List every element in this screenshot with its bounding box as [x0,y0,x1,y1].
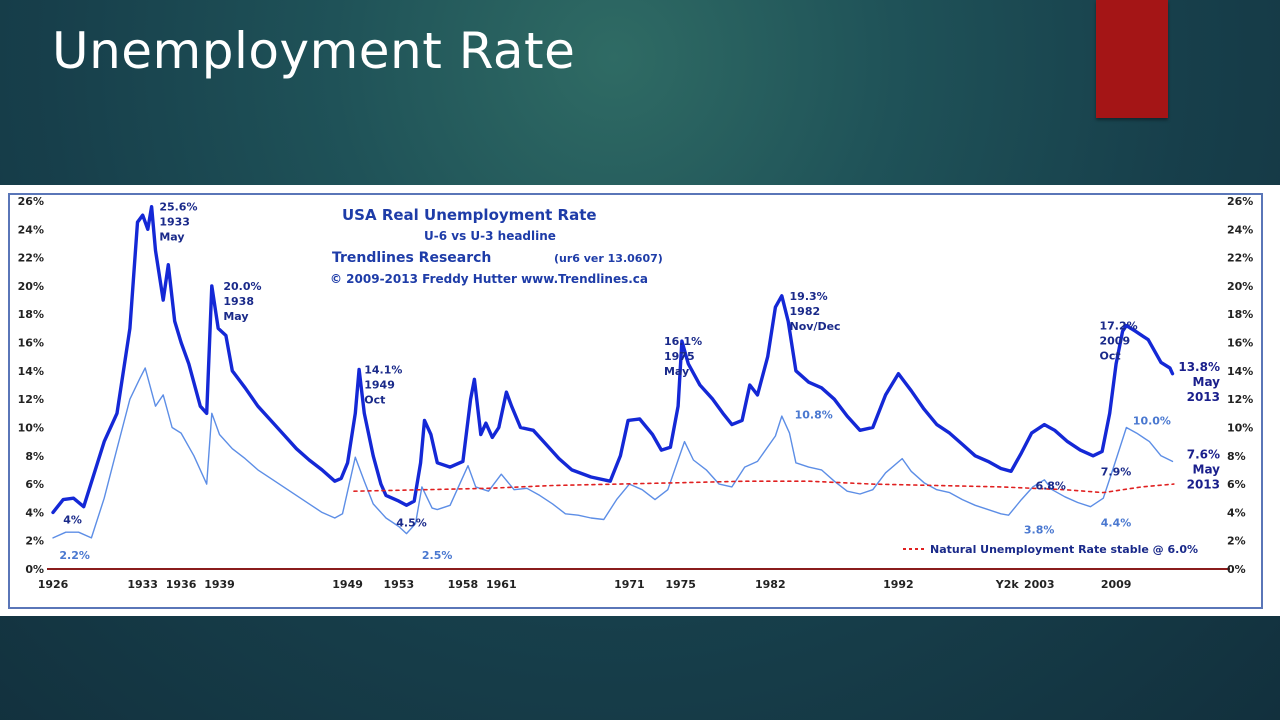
data-annotation: 7.9% [1101,465,1132,478]
data-annotation: Oct [1099,350,1120,363]
data-annotation: 2009 [1099,335,1130,348]
data-annotation: 1933 [159,216,190,229]
data-annotation: 4.5% [396,516,427,529]
y-tick-label-left: 20% [18,280,44,293]
x-tick-label: 1992 [883,578,914,591]
y-tick-label-left: 8% [25,450,44,463]
y-tick-label-left: 22% [18,252,44,265]
y-tick-label-left: 18% [18,308,44,321]
x-tick-label: 2003 [1024,578,1055,591]
end-value-label: May [1193,375,1221,389]
x-tick-label: 1971 [614,578,645,591]
y-tick-label-left: 24% [18,223,44,236]
y-tick-label-left: 14% [18,365,44,378]
x-tick-label: 2009 [1101,578,1132,591]
annotation-layer: 25.6% 1933 May 20.0% 1938 May 14.1% 1949 Oct 16.1… [59,201,1220,562]
series-line-u-3 [52,367,1174,539]
data-annotation: 10.0% [1133,414,1171,427]
x-tick-label: 1949 [332,578,363,591]
series-line-natural [353,480,1175,494]
y-tick-label-right: 0% [1227,563,1246,576]
legend-label: Natural Unemployment Rate stable @ 6.0% [930,543,1198,556]
data-annotation: May [664,365,689,378]
x-tick-label: Y2k [995,578,1020,591]
y-tick-label-right: 8% [1227,450,1246,463]
y-tick-label-left: 0% [25,563,44,576]
data-annotation: 2.2% [59,549,90,562]
x-tick-label: 1975 [665,578,696,591]
x-tick-label: 1982 [755,578,786,591]
series-layer [51,205,1175,539]
x-tick-label: 1926 [38,578,69,591]
chart-title: USA Real Unemployment Rate [342,206,597,224]
data-annotation: 16.1% [664,335,702,348]
y-tick-label-right: 6% [1227,478,1246,491]
chart-title-block: USA Real Unemployment Rate U-6 vs U-3 he… [330,206,663,286]
chart-panel: 0% 0% 2% 2% 4% 4% 6% 6% 8% 8% 10% 10% 12% 12% 14% 14% 16… [8,193,1263,609]
data-annotation: Nov/Dec [790,320,841,333]
data-annotation: 6.8% [1035,479,1066,492]
data-annotation: 17.2% [1099,320,1137,333]
end-value-label: 2013 [1187,478,1220,492]
credit-line-1: Trendlines Research [332,250,491,266]
data-annotation: 10.8% [795,409,833,422]
x-tick-label: 1936 [166,578,197,591]
x-tick-label: 1939 [204,578,235,591]
y-tick-label-left: 26% [18,195,44,208]
y-tick-label-left: 10% [18,421,44,434]
series-line-u-6 [51,205,1175,515]
x-tick-label: 1958 [448,578,479,591]
y-tick-label-left: 2% [25,535,44,548]
y-tick-label-right: 12% [1227,393,1253,406]
data-annotation: Oct [364,393,385,406]
slide-title: Unemployment Rate [52,22,576,80]
data-annotation: 1938 [223,295,254,308]
chart-subtitle: U-6 vs U-3 headline [424,229,556,243]
end-value-label: 2013 [1187,390,1220,404]
y-tick-label-left: 12% [18,393,44,406]
accent-bar [1096,0,1168,118]
y-tick-label-left: 4% [25,506,44,519]
axes-layer: 0% 0% 2% 2% 4% 4% 6% 6% 8% 8% 10% 10% 12% 12% 14% 14% 16… [18,195,1254,591]
y-tick-label-right: 24% [1227,223,1253,236]
y-tick-label-right: 2% [1227,535,1246,548]
data-annotation: 3.8% [1024,523,1055,536]
data-annotation: 1982 [790,305,821,318]
x-tick-label: 1933 [127,578,158,591]
data-annotation: 14.1% [364,363,402,376]
x-tick-label: 1953 [384,578,415,591]
data-annotation: 4% [63,513,82,526]
credit-version: (ur6 ver 13.0607) [554,252,663,265]
chart-frame: 0% 0% 2% 2% 4% 4% 6% 6% 8% 8% 10% 10% 12% 12% 14% 14% 16… [0,185,1280,616]
data-annotation: 1975 [664,350,695,363]
data-annotation: 2.5% [422,549,453,562]
y-tick-label-left: 16% [18,337,44,350]
end-value-label: May [1193,463,1221,477]
y-tick-label-right: 14% [1227,365,1253,378]
y-tick-label-left: 6% [25,478,44,491]
data-annotation: May [223,310,248,323]
data-annotation: 19.3% [790,290,828,303]
y-tick-label-right: 16% [1227,337,1253,350]
y-tick-label-right: 26% [1227,195,1253,208]
end-value-label: 13.8% [1178,360,1220,374]
y-tick-label-right: 10% [1227,421,1253,434]
y-tick-label-right: 4% [1227,506,1246,519]
unemployment-chart: 0% 0% 2% 2% 4% 4% 6% 6% 8% 8% 10% 10% 12% 12% 14% 14% 16… [18,195,1254,591]
data-annotation: 25.6% [159,201,197,214]
legend: Natural Unemployment Rate stable @ 6.0% [903,543,1198,556]
credit-line-2: © 2009-2013 Freddy Hutter www.Trendlines… [330,272,648,286]
y-tick-label-right: 20% [1227,280,1253,293]
y-tick-label-right: 22% [1227,252,1253,265]
data-annotation: 1949 [364,378,395,391]
data-annotation: May [159,231,184,244]
y-tick-label-right: 18% [1227,308,1253,321]
end-value-label: 7.6% [1187,448,1220,462]
data-annotation: 4.4% [1101,516,1132,529]
data-annotation: 20.0% [223,280,261,293]
x-tick-label: 1961 [486,578,517,591]
